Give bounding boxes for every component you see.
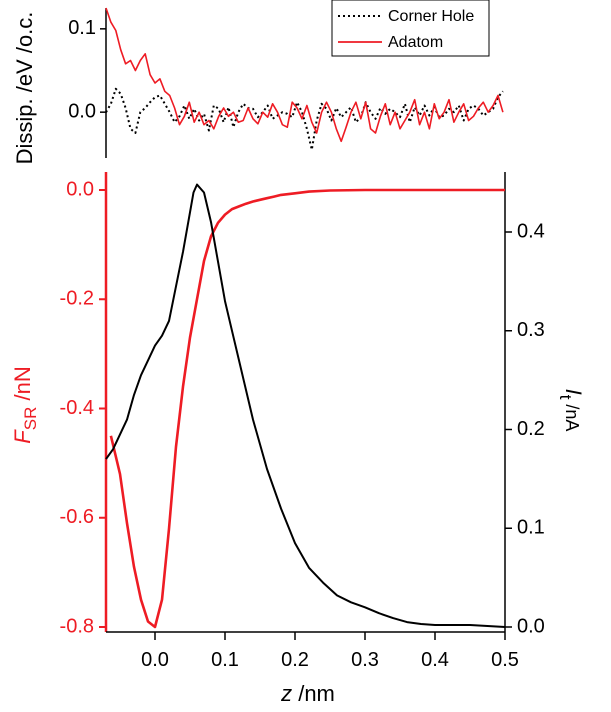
left-y-axis-title-sub: SR (21, 407, 40, 431)
main-series-group (105, 183, 506, 629)
right-y-tick-label: 0.1 (517, 517, 545, 539)
series-line-current (105, 183, 506, 628)
left-y-tick-label: -0.6 (60, 506, 94, 528)
right-y-axis-title-main: I (561, 389, 586, 395)
series-line-force (109, 188, 505, 629)
legend-box (331, 0, 490, 57)
right-y-axis-title: It /nA (556, 389, 586, 432)
x-tick-label: 0.0 (141, 649, 169, 671)
right-y-tick-label: 0.0 (517, 615, 545, 637)
right-y-tick-label: 0.4 (517, 220, 545, 242)
left-y-tick-label: -0.8 (60, 615, 94, 637)
legend: Corner Hole Adatom (331, 0, 490, 57)
x-tick-label: 0.5 (491, 649, 519, 671)
right-y-ticks: 0.0 0.1 0.2 0.3 0.4 (505, 220, 545, 637)
series-line-adatom (105, 7, 504, 143)
right-y-tick-label: 0.2 (517, 418, 545, 440)
series-line-corner-hole (105, 87, 504, 151)
x-tick-label: 0.3 (351, 649, 379, 671)
main-panel: 0.0-0.2-0.4-0.6-0.8 0.00.10.20.30.4 0.0 0… (10, 172, 586, 706)
top-y-tick-label: 0.0 (68, 100, 96, 122)
left-y-tick-label: 0.0 (66, 178, 94, 200)
top-series-group (105, 7, 504, 151)
legend-label-corner-hole: Corner Hole (388, 8, 474, 25)
x-tick-label: 0.1 (211, 649, 239, 671)
x-axis-title: z /nm (280, 681, 335, 706)
x-tick-label: 0.2 (281, 649, 309, 671)
x-ticks: 0.0 0.1 0.2 0.3 0.4 0.5 (141, 632, 519, 671)
x-axis-title-variable: z (280, 681, 292, 706)
left-y-axis-title-main: F (10, 429, 35, 444)
right-y-axis-title-unit: /nA (562, 399, 582, 431)
top-y-axis-title: Dissip. /eV /o.c. (12, 12, 37, 165)
legend-label-adatom: Adatom (388, 34, 443, 51)
right-y-axis-title-sub: t (556, 395, 575, 400)
top-y-tick-label: 0.1 (68, 17, 96, 39)
right-y-tick-label: 0.3 (517, 319, 545, 341)
left-y-tick-label: -0.2 (60, 288, 94, 310)
top-y-ticks: 0.0 0.1 (68, 17, 106, 122)
left-y-tick-label: -0.4 (60, 397, 94, 419)
top-panel: 0.0 0.1 Dissip. /eV /o.c. Corner Hole Ada… (12, 0, 504, 165)
left-y-axis-title: FSR /nN (10, 366, 40, 443)
x-axis-title-unit: /nm (292, 681, 335, 706)
left-y-axis-title-unit: /nN (10, 366, 35, 406)
x-tick-label: 0.4 (421, 649, 449, 671)
left-y-ticks: 0.0 -0.2 -0.4 -0.6 -0.8 (60, 178, 106, 637)
